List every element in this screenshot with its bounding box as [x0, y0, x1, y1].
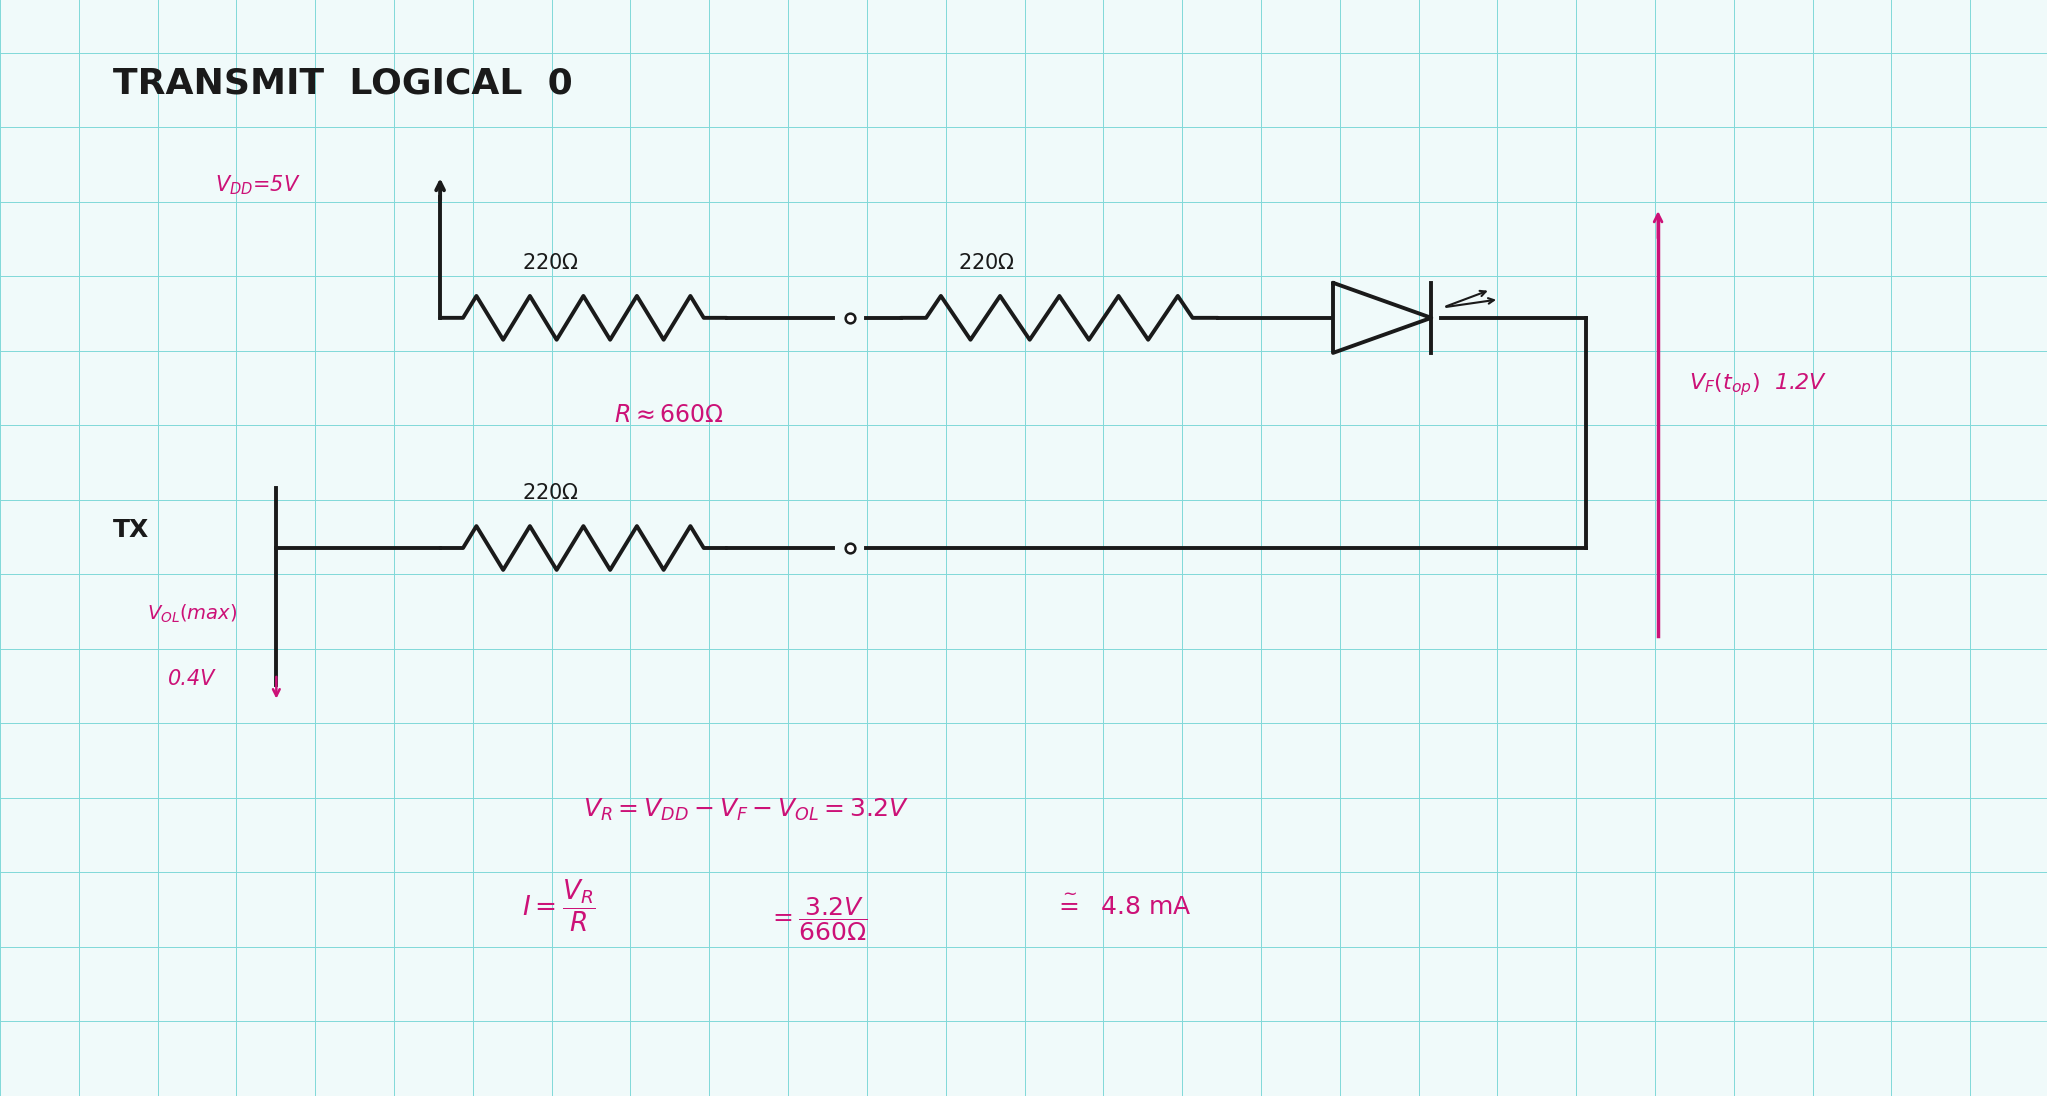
Text: $220\Omega$: $220\Omega$	[522, 482, 579, 503]
Text: $220\Omega$: $220\Omega$	[958, 252, 1015, 273]
Text: 0.4V: 0.4V	[168, 669, 215, 689]
Text: TRANSMIT  LOGICAL  0: TRANSMIT LOGICAL 0	[113, 66, 573, 100]
Text: $V_F(t_{op})$  1.2V: $V_F(t_{op})$ 1.2V	[1689, 370, 1828, 398]
Text: $220\Omega$: $220\Omega$	[522, 252, 579, 273]
Text: $\overset{\sim}{=}\ \ 4.8\ \mathrm{mA}$: $\overset{\sim}{=}\ \ 4.8\ \mathrm{mA}$	[1054, 893, 1191, 921]
Text: $= \dfrac{3.2V}{660\Omega}$: $= \dfrac{3.2V}{660\Omega}$	[768, 895, 868, 944]
Text: TX: TX	[113, 518, 149, 543]
Text: $V_{OL}(max)$: $V_{OL}(max)$	[147, 602, 237, 625]
Text: $I = \dfrac{V_R}{R}$: $I = \dfrac{V_R}{R}$	[522, 877, 596, 934]
Text: $V_R = V_{DD} - V_F - V_{OL} = 3.2V$: $V_R = V_{DD} - V_F - V_{OL} = 3.2V$	[583, 797, 909, 823]
Text: $R \approx 660\Omega$: $R \approx 660\Omega$	[614, 403, 725, 427]
Text: $V_{DD}$=5V: $V_{DD}$=5V	[215, 174, 301, 197]
